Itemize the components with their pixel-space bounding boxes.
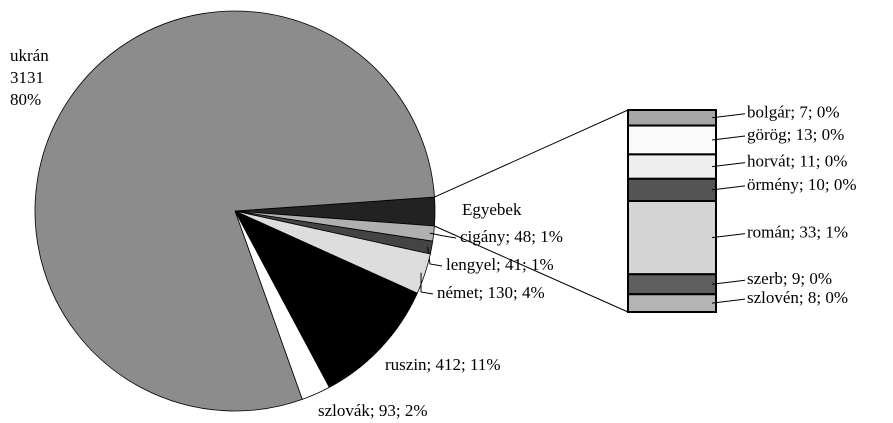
connector [434,109,629,198]
bar-segment [627,124,717,156]
pie-slice [34,10,435,412]
leader-line [711,113,746,119]
leader-line [711,298,746,304]
leader-line [429,232,457,239]
segment-label: szerb; 9; 0% [747,269,832,288]
leader-line [711,233,746,239]
segment-label: szlovén; 8; 0% [747,288,848,307]
bar-segment [627,200,717,276]
segment-label: horvát; 11; 0% [747,152,847,171]
slice-label: 3131 [10,68,44,87]
leader-line [711,279,746,285]
pie-slice [234,210,418,388]
segment-label: görög; 13; 0% [747,125,844,144]
leader-line [711,162,746,168]
segment-label: román; 33; 1% [747,223,848,242]
leader-line [427,246,443,267]
segment-label: örmény; 10; 0% [747,175,857,194]
slice-label: lengyel; 41; 1% [446,255,554,274]
slice-label: 80% [10,90,41,109]
segment-label: bolgár; 7; 0% [747,103,840,122]
connector [434,225,629,313]
leader-line [420,272,434,295]
slice-label: szlovák; 93; 2% [318,401,428,420]
bar-segment [627,177,717,203]
slice-label: cigány; 48; 1% [460,227,563,246]
bar-segment [627,153,717,180]
bar-segment [627,293,717,314]
slice-label: Egyebek [462,200,522,219]
leader-line [711,185,746,191]
leader-line [711,135,746,141]
slice-label: ruszin; 412; 11% [385,355,501,374]
bar-segment [627,273,717,296]
slice-label: ukrán [10,46,49,65]
bar-segment [627,109,717,127]
slice-label: német; 130; 4% [437,283,545,302]
